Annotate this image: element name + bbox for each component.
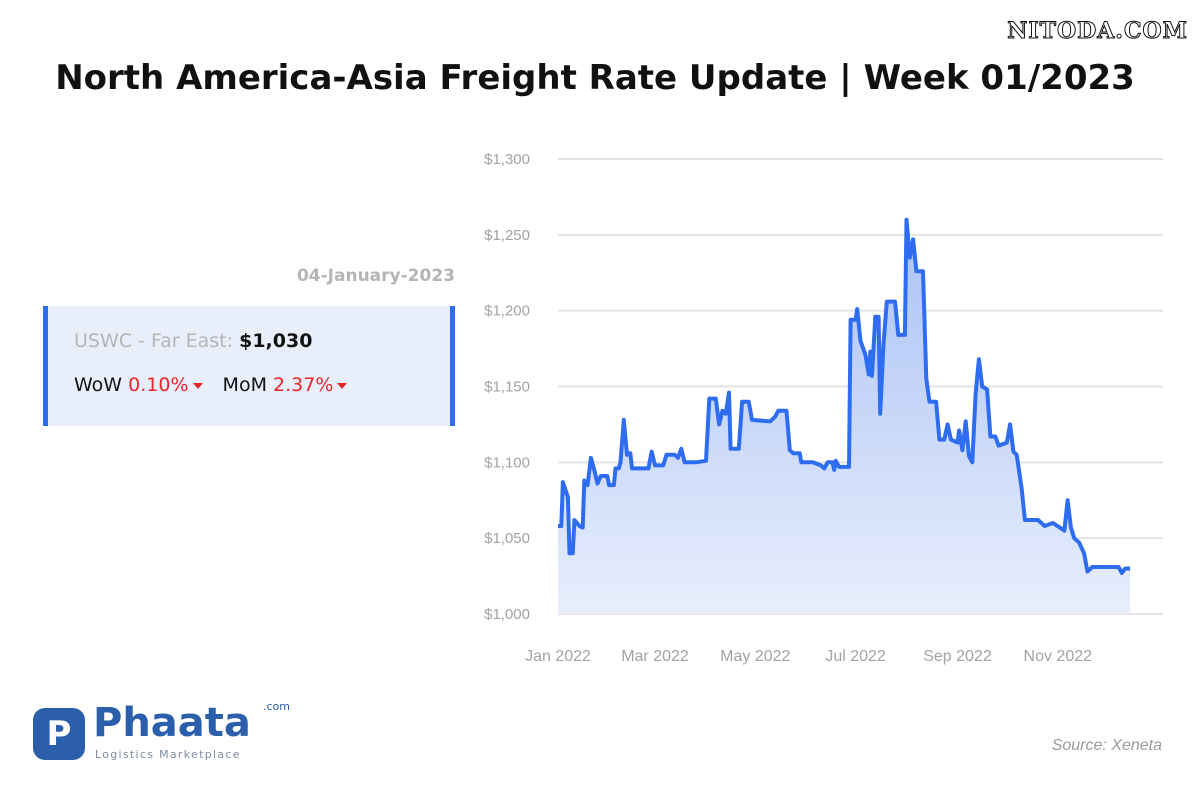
- route-line: USWC - Far East: $1,030: [74, 330, 312, 352]
- logo-mark-icon: P: [33, 708, 85, 760]
- logo-mark-letter: P: [46, 714, 72, 754]
- logo-name: Phaata: [93, 700, 251, 746]
- source-note: Source: Xeneta: [1051, 737, 1162, 754]
- y-tick-label: $1,250: [484, 227, 530, 244]
- y-tick-label: $1,050: [484, 530, 530, 547]
- wow-down-caret-icon: [192, 382, 203, 389]
- y-tick-label: $1,100: [484, 454, 530, 471]
- chart-title: North America-Asia Freight Rate Update |…: [55, 58, 1135, 98]
- y-tick-label: $1,150: [484, 379, 530, 396]
- phaata-logo: P Phaata .com Logistics Marketplace: [33, 700, 290, 768]
- mom-label: MoM: [222, 374, 267, 396]
- logo-com: .com: [263, 700, 290, 713]
- route-label: USWC - Far East:: [74, 330, 234, 352]
- x-tick-label: Nov 2022: [1024, 648, 1093, 665]
- series-line: [558, 217, 1131, 575]
- mom-value: 2.37%: [273, 374, 334, 396]
- x-tick-label: Mar 2022: [621, 648, 689, 665]
- route-value: $1,030: [239, 330, 313, 352]
- y-tick-label: $1,300: [484, 151, 530, 168]
- y-tick-label: $1,200: [484, 303, 530, 320]
- update-date: 04-January-2023: [296, 266, 455, 286]
- x-tick-label: Jan 2022: [525, 648, 591, 665]
- change-stats: WoW 0.10% MoM 2.37%: [74, 374, 361, 396]
- logo-tagline: Logistics Marketplace: [95, 748, 241, 761]
- x-axis-ticks: Jan 2022 Mar 2022 May 2022 Jul 2022 Sep 2022…: [525, 648, 1092, 665]
- rate-summary-card: USWC - Far East: $1,030 WoW 0.10% MoM 2.…: [43, 306, 455, 426]
- y-tick-label: $1,000: [484, 606, 530, 623]
- watermark: NITODA.COM: [1007, 18, 1188, 45]
- x-tick-label: Sep 2022: [923, 648, 992, 665]
- x-tick-label: May 2022: [720, 648, 790, 665]
- wow-value: 0.10%: [128, 374, 189, 396]
- x-tick-label: Jul 2022: [825, 648, 886, 665]
- series-area: [558, 219, 1131, 614]
- mom-down-caret-icon: [337, 382, 348, 389]
- y-axis-ticks: $1,300 $1,250 $1,200 $1,150 $1,100 $1,050 $1,0…: [484, 151, 530, 623]
- wow-label: WoW: [74, 374, 123, 396]
